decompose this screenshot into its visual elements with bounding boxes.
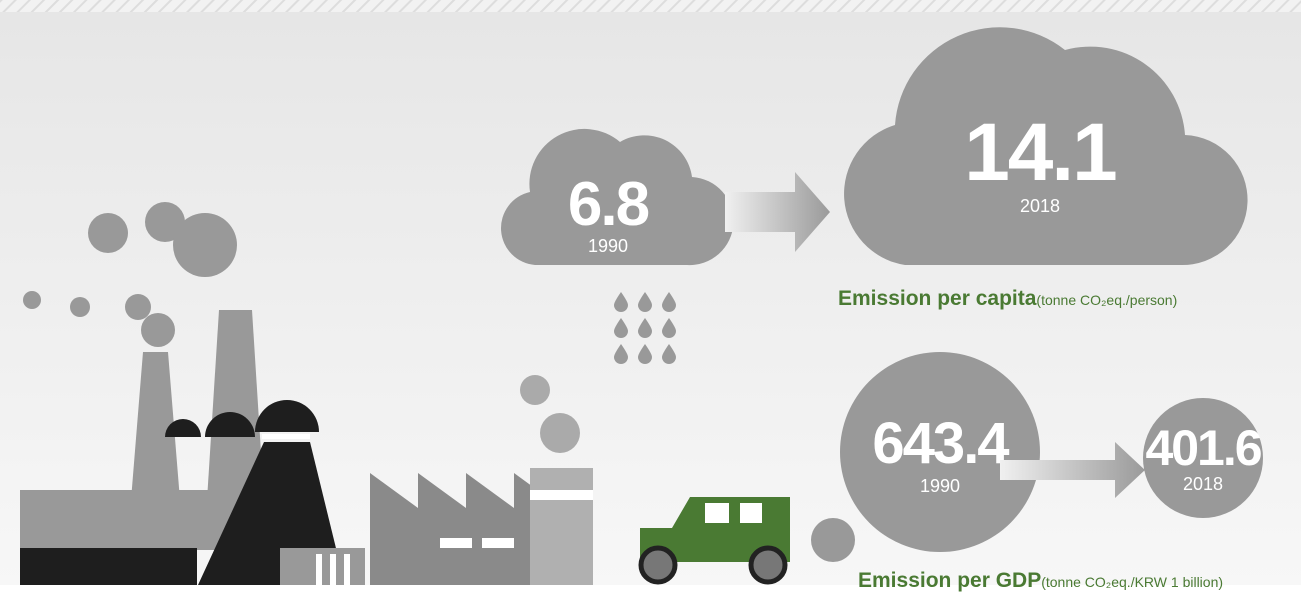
top-band: [0, 0, 1301, 12]
value: 643.4: [872, 411, 1009, 476]
value: 6.8: [568, 170, 649, 239]
page: 6.8 1990 14.1 2018 Emission per capita(t…: [0, 0, 1301, 608]
value: 401.6: [1145, 420, 1260, 476]
caption-unit: (tonne CO₂eq./person): [1036, 292, 1177, 308]
year: 2018: [1020, 196, 1060, 216]
year: 1990: [920, 476, 960, 496]
rain-drops: [614, 292, 676, 364]
infographic: 6.8 1990 14.1 2018 Emission per capita(t…: [0, 0, 1301, 608]
value: 14.1: [964, 107, 1116, 198]
year: 2018: [1183, 474, 1223, 494]
caption-title: Emission per capita: [838, 287, 1037, 310]
caption-unit: (tonne CO₂eq./KRW 1 billion): [1041, 574, 1223, 590]
caption-title: Emission per GDP: [858, 569, 1041, 592]
year: 1990: [588, 236, 628, 256]
